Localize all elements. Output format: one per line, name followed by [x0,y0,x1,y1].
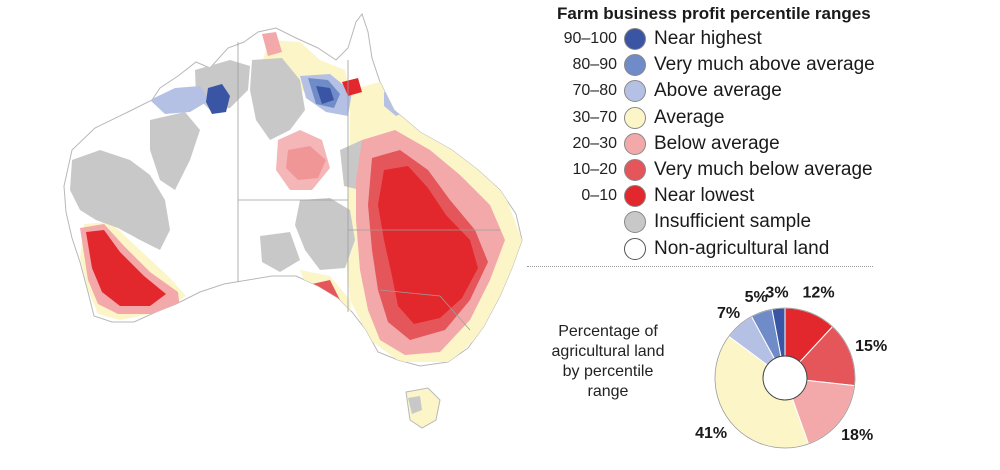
australia-map [63,12,523,429]
legend-label: Very much above average [654,54,875,76]
legend-label: Above average [654,80,782,102]
region-below-average-tennant [276,130,330,190]
pie-title-line: Percentage of [558,323,658,340]
legend-item-above-average: 70–80 Above average [0,80,782,106]
legend-swatch-near-highest [624,28,646,50]
pie-slice-label: 7% [717,305,740,322]
legend-swatch-above-average [624,80,646,103]
pie-slice-label: 15% [855,338,887,355]
legend-swatch-very-much-below [624,159,646,181]
region-insufficient-nt [250,58,305,140]
legend-swatch-very-much-above [624,54,646,77]
pie-title-line: agricultural land [551,343,665,360]
legend-range: 30–70 [572,108,618,126]
legend-item-insufficient: Insufficient sample [0,211,811,237]
legend-swatch-near-lowest [624,185,646,208]
legend-item-near-lowest: 0–10 Near lowest [0,185,754,211]
legend-range: 90–100 [563,30,617,47]
legend-label: Insufficient sample [654,211,812,233]
legend-label: Very much below average [654,159,873,180]
region-insufficient-sa [260,232,300,272]
pie-outline [714,307,856,449]
legend-label: Non-agricultural land [654,237,830,259]
legend-range: 20–30 [572,134,618,152]
pie-slice-label: 18% [841,427,873,444]
legend-label: Average [654,106,725,128]
pie-slice-label: 41% [695,425,727,442]
legend-item-very-much-below: 10–20 Very much below average [0,159,873,185]
legend-item-non-agricultural: Non-agricultural land [0,237,829,264]
legend-swatch-below-average [624,132,646,155]
legend-item-very-much-above: 80–90 Very much above average [0,54,875,80]
legend-range: 0–10 [581,187,617,205]
legend-item-near-highest: 90–100 Near highest [0,28,762,54]
legend-label: Below average [654,132,780,154]
legend-range: 70–80 [572,82,618,100]
legend-item-below-average: 20–30 Below average [0,132,780,159]
pie-slice-label: 3% [765,284,788,301]
region-above-average-kimberley [150,86,210,114]
pie-center-hole [762,355,808,401]
legend-label: Near lowest [654,185,755,207]
pie-slice-label: 12% [803,284,835,301]
region-near-highest-nt [316,86,334,104]
profit-regions [70,32,522,362]
region-below-average-north-coast [262,32,282,56]
legend-swatch-non-agricultural [624,237,646,260]
state-borders [237,42,500,331]
region-insufficient-west [70,150,170,250]
pie-title-line: by percentile [562,363,654,380]
pie-title-line: range [587,383,629,400]
legend-range: 10–20 [572,161,618,178]
legend-swatch-insufficient [624,211,646,234]
region-near-lowest-sw [86,230,166,306]
pie-slice-label: 5% [745,289,768,306]
region-near-lowest-north-coast [342,78,362,96]
legend-item-average: 30–70 Average [0,106,724,133]
legend-title: Farm business profit percentile ranges [557,4,871,23]
pie-chart: 12% 15% 18% 41% 7% 5%3% [695,284,887,449]
region-insufficient-west2 [150,112,200,190]
legend-swatch-average [624,106,646,129]
legend-divider [527,266,873,267]
region-near-lowest-east [378,166,478,324]
legend-range: 80–90 [572,56,618,74]
pie-title: Percentage of agricultural land by perce… [538,322,678,402]
region-insufficient-central [295,198,355,270]
tasmania-grey [408,396,422,414]
region-near-highest-kimberley [206,84,230,114]
legend-label: Near highest [654,28,762,49]
